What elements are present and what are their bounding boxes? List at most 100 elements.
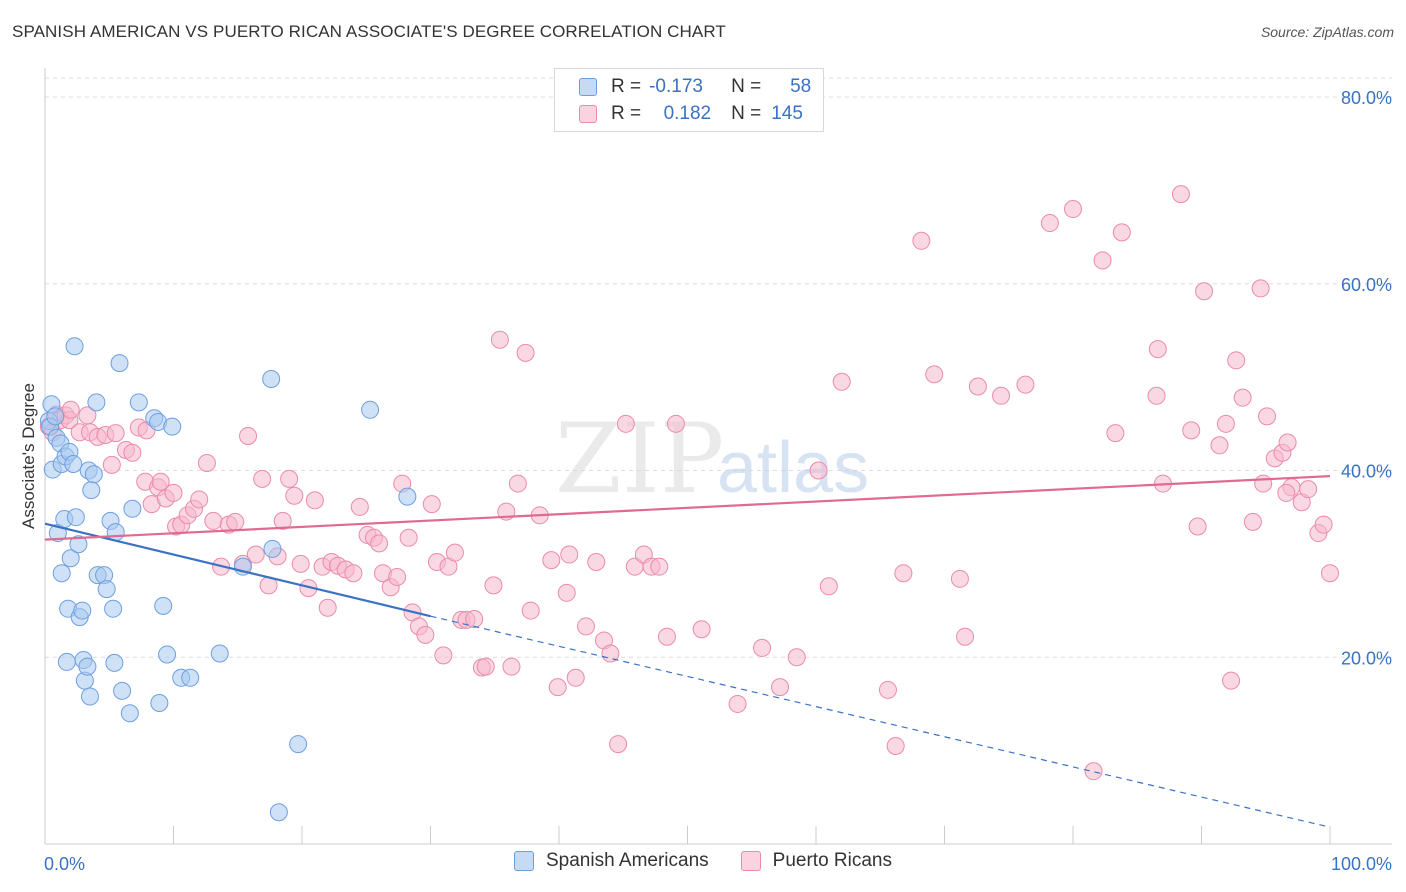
puerto-rican-point <box>370 534 389 553</box>
y-tick-label: 80.0% <box>1341 88 1392 108</box>
spanish-american-point <box>57 652 76 671</box>
puerto-rican-point <box>1278 433 1297 452</box>
puerto-rican-point <box>102 455 121 474</box>
puerto-rican-point <box>151 472 170 491</box>
puerto-rican-point <box>992 386 1011 405</box>
n-value: 58 <box>790 76 812 97</box>
spanish-american-point <box>61 549 80 568</box>
puerto-rican-point <box>819 577 838 596</box>
puerto-rican-point <box>1210 436 1229 455</box>
puerto-rican-point <box>1227 351 1246 370</box>
puerto-rican-point <box>1277 483 1296 502</box>
puerto-rican-point <box>832 372 851 391</box>
spanish-american-point <box>73 601 92 620</box>
spanish-american-point <box>181 668 200 687</box>
puerto-rican-point <box>388 567 407 586</box>
series-legend: Spanish Americans Puerto Ricans <box>0 850 1406 872</box>
puerto-rican-point <box>1314 515 1333 534</box>
spanish-americans-trend-line <box>44 522 431 618</box>
legend-swatch-blue <box>579 78 597 96</box>
spanish-american-point <box>84 465 103 484</box>
puerto-rican-point <box>1243 512 1262 531</box>
n-label: N = <box>731 76 762 97</box>
puerto-rican-point <box>912 231 931 250</box>
puerto-rican-point <box>894 564 913 583</box>
legend-row-spanish-americans: R = -0.173 N = 58 <box>579 74 811 100</box>
legend-item-spanish-americans: Spanish Americans <box>514 850 709 872</box>
puerto-rican-point <box>106 424 125 443</box>
correlation-legend: R = -0.173 N = 58 R = 0.182 N = 145 <box>554 68 824 132</box>
puerto-rican-point <box>968 377 987 396</box>
y-tick-label: 60.0% <box>1341 275 1392 295</box>
legend-row-puerto-ricans: R = 0.182 N = 145 <box>579 101 811 127</box>
n-label: N = <box>731 103 762 124</box>
puerto-rican-point <box>542 551 561 570</box>
tick-labels: 20.0% 40.0% 60.0% 80.0% 0.0% 100.0% <box>44 88 1392 874</box>
chart-title: SPANISH AMERICAN VS PUERTO RICAN ASSOCIA… <box>12 22 726 41</box>
puerto-rican-point <box>344 564 363 583</box>
r-label: R = <box>611 76 642 97</box>
spanish-american-point <box>64 454 83 473</box>
puerto-rican-point <box>1112 223 1131 242</box>
spanish-american-point <box>80 687 99 706</box>
puerto-rican-point <box>502 657 521 676</box>
spanish-american-point <box>123 499 142 518</box>
puerto-rican-point <box>771 678 790 697</box>
spanish-american-point <box>82 481 101 500</box>
puerto-rican-point <box>787 648 806 667</box>
spanish-american-point <box>46 407 65 426</box>
puerto-rican-point <box>1040 214 1059 233</box>
puerto-rican-point <box>1182 421 1201 440</box>
puerto-rican-point <box>484 576 503 595</box>
puerto-rican-point <box>1147 386 1166 405</box>
spanish-american-point <box>158 645 177 664</box>
spanish-american-point <box>65 337 84 356</box>
x-tick-label: 0.0% <box>44 854 85 874</box>
puerto-rican-point <box>650 557 669 576</box>
spanish-american-point <box>398 487 417 506</box>
axes <box>44 68 1392 845</box>
puerto-rican-point <box>657 627 676 646</box>
puerto-rican-point <box>753 638 772 657</box>
puerto-rican-point <box>1106 424 1125 443</box>
puerto-rican-point <box>273 511 292 530</box>
spanish-american-point <box>129 393 148 412</box>
spanish-americans-trend-extension <box>430 615 1331 828</box>
puerto-rican-point <box>285 486 304 505</box>
puerto-rican-point <box>305 491 324 510</box>
puerto-rican-point <box>1148 340 1167 359</box>
puerto-rican-point <box>164 483 183 502</box>
puerto-rican-point <box>1251 279 1270 298</box>
spanish-american-point <box>150 694 169 713</box>
puerto-rican-point <box>1171 185 1190 204</box>
x-tick-label: 100.0% <box>1331 854 1392 874</box>
source-label: Source: ZipAtlas.com <box>1260 24 1394 40</box>
puerto-rican-point <box>809 461 828 480</box>
legend-swatch-pink <box>740 851 761 871</box>
puerto-rican-point <box>465 609 484 628</box>
puerto-rican-point <box>61 400 80 419</box>
puerto-rican-point <box>399 528 418 547</box>
puerto-rican-point <box>548 678 567 697</box>
puerto-rican-point <box>616 414 635 433</box>
puerto-rican-point <box>1254 474 1273 493</box>
spanish-american-point <box>120 704 139 723</box>
spanish-american-point <box>361 400 380 419</box>
puerto-rican-point <box>253 469 272 488</box>
spanish-american-point <box>104 599 123 618</box>
puerto-rican-point <box>1093 251 1112 270</box>
puerto-rican-point <box>123 443 142 462</box>
puerto-rican-point <box>318 598 337 617</box>
watermark-zip: ZIP <box>555 403 724 515</box>
legend-label: Spanish Americans <box>546 850 709 871</box>
trend-lines <box>44 475 1331 828</box>
puerto-rican-point <box>1321 564 1339 583</box>
spanish-american-point <box>97 580 116 599</box>
puerto-rican-point <box>1084 762 1103 781</box>
puerto-rican-point <box>190 490 209 509</box>
puerto-rican-point <box>1258 407 1277 426</box>
spanish-american-point <box>262 369 281 388</box>
spanish-american-point <box>105 653 124 672</box>
puerto-rican-point <box>1233 388 1252 407</box>
